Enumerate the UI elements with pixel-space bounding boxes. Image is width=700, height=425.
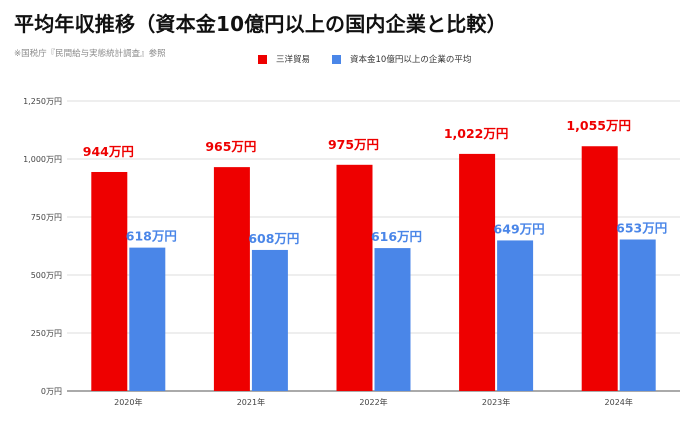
y-tick-label: 1,250万円 <box>23 97 62 106</box>
x-tick-label: 2023年 <box>482 397 510 407</box>
data-label: 616万円 <box>371 229 422 244</box>
legend-label-series1: 三洋貿易 <box>276 55 311 65</box>
legend-label-series2: 資本金10億円以上の企業の平均 <box>350 55 472 65</box>
bar-average <box>497 240 534 391</box>
y-tick-label: 250万円 <box>31 329 62 338</box>
source-note: ※国税庁『民間給与実態統計調査』参照 <box>14 49 166 59</box>
bar-average <box>619 239 656 391</box>
chart-title: 平均年収推移（資本金10億円以上の国内企業と比較） <box>14 12 507 36</box>
legend-item-series1: 三洋貿易 <box>258 53 310 65</box>
y-tick-label: 0万円 <box>41 387 62 396</box>
legend-swatch-series2 <box>332 54 342 64</box>
data-label: 653万円 <box>616 221 667 236</box>
data-label: 944万円 <box>83 144 134 159</box>
data-label: 608万円 <box>248 231 299 246</box>
data-label: 1,055万円 <box>566 118 631 133</box>
data-label: 649万円 <box>494 221 545 236</box>
legend: 三洋貿易 資本金10億円以上の企業の平均 <box>258 53 493 65</box>
bar-average <box>251 249 288 391</box>
x-tick-label: 2024年 <box>605 397 633 407</box>
bar-sanyo <box>459 153 496 391</box>
y-tick-label: 500万円 <box>31 271 62 280</box>
bar-sanyo <box>91 171 128 391</box>
bar-sanyo <box>336 164 373 391</box>
data-label: 618万円 <box>126 229 177 244</box>
bar-sanyo <box>213 167 250 391</box>
data-label: 1,022万円 <box>444 126 509 141</box>
y-tick-label: 1,000万円 <box>23 155 62 164</box>
x-tick-label: 2020年 <box>114 397 142 407</box>
bar-sanyo <box>581 146 618 391</box>
x-tick-label: 2022年 <box>359 397 387 407</box>
data-label: 975万円 <box>328 137 379 152</box>
data-label: 965万円 <box>205 139 256 154</box>
x-tick-label: 2021年 <box>237 397 265 407</box>
legend-swatch-series1 <box>258 54 267 64</box>
bar-average <box>129 247 166 391</box>
legend-item-series2: 資本金10億円以上の企業の平均 <box>332 53 471 65</box>
y-tick-label: 750万円 <box>31 213 62 222</box>
bar-average <box>374 248 411 391</box>
